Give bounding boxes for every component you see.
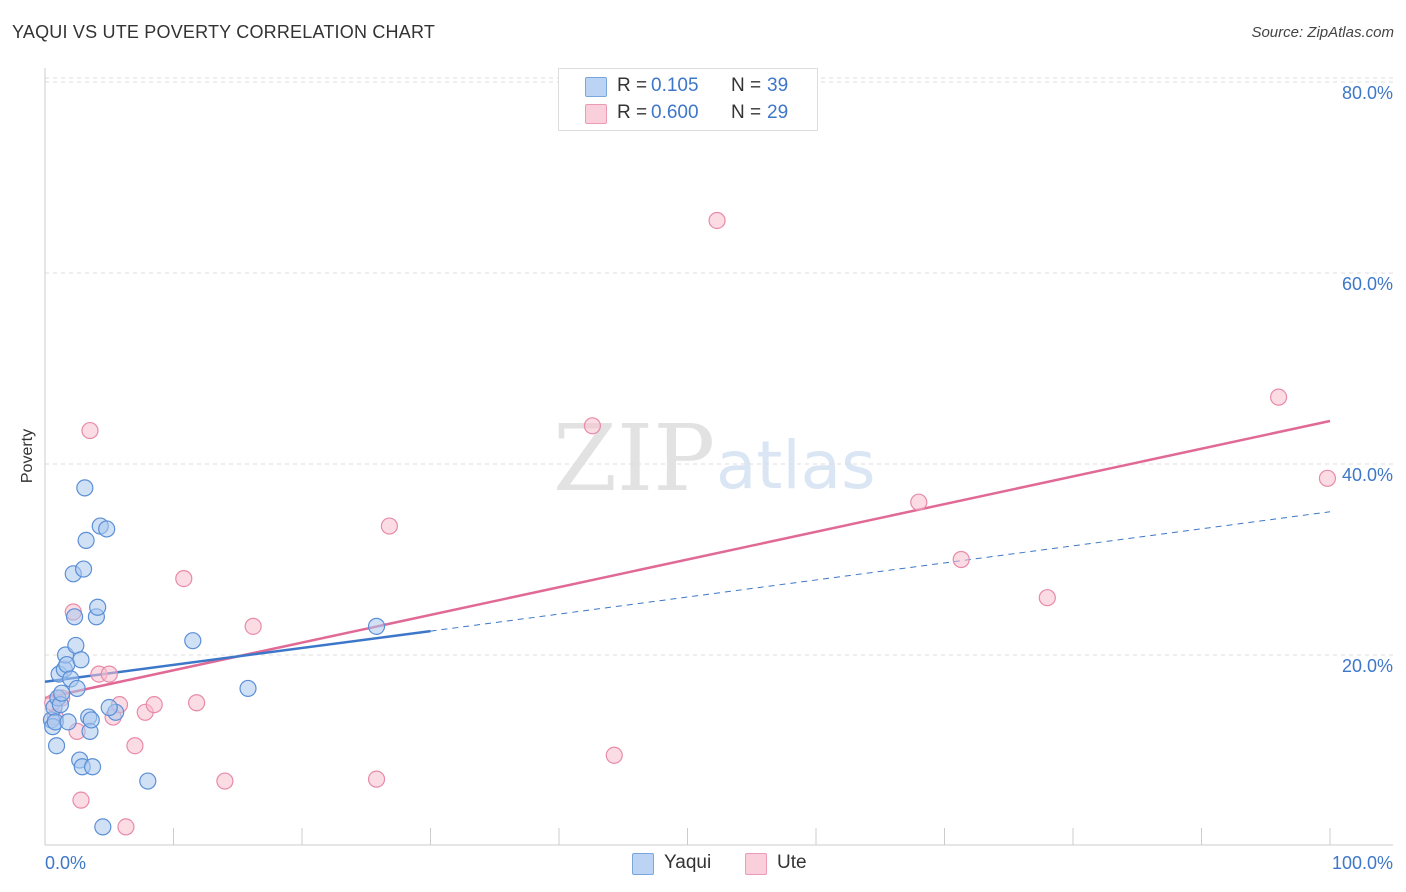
yaqui-n-value: 39 (767, 75, 789, 96)
ute-point (244, 617, 262, 635)
ute-point (367, 770, 386, 788)
yaqui-point (72, 651, 90, 669)
ute-point (1269, 388, 1288, 406)
ute-point (910, 493, 928, 511)
source-label: Source: ZipAtlas.com (1251, 24, 1394, 41)
yaqui-legend-swatch (632, 853, 654, 875)
watermark-atlas: atlas (716, 427, 876, 504)
ute-trend-line (44, 419, 1331, 700)
ute-swatch (585, 104, 607, 124)
ute-point (380, 517, 398, 535)
yaqui-point (89, 598, 107, 616)
ute-point (72, 791, 90, 809)
ute-point (126, 737, 144, 755)
y-tick-label-20: 20.0% (1342, 656, 1393, 676)
yaqui-point (83, 758, 102, 776)
ute-point (605, 746, 623, 764)
ute-legend-label: Ute (777, 852, 807, 873)
ute-r-value: 0.600 (651, 102, 699, 123)
watermark-zip: ZIP (553, 405, 715, 512)
ute-point (583, 417, 602, 435)
ute-legend-swatch (745, 853, 767, 875)
ute-point (188, 694, 206, 712)
yaqui-point (94, 818, 112, 836)
yaqui-legend-label: Yaqui (664, 852, 712, 873)
y-tick-label-40: 40.0% (1342, 465, 1393, 485)
yaqui-trend-extension (430, 511, 1331, 632)
yaqui-point (77, 531, 95, 550)
ute-point (175, 569, 193, 588)
yaqui-point (67, 636, 85, 655)
yaqui-r-value: 0.105 (651, 75, 699, 96)
yaqui-n-label: N = (731, 75, 762, 96)
yaqui-swatch (585, 77, 607, 97)
yaqui-point (82, 711, 100, 729)
x-tick-label-start: 0.0% (45, 853, 86, 873)
yaqui-point (76, 479, 94, 497)
yaqui-point (239, 679, 257, 698)
x-tick-label-end: 100.0% (1332, 853, 1393, 873)
ute-point (952, 550, 970, 569)
yaqui-point (47, 737, 66, 755)
ute-point (117, 818, 135, 836)
yaqui-r-label: R = (617, 75, 648, 96)
ute-point (708, 211, 726, 230)
ute-point (145, 696, 163, 714)
ute-n-label: N = (731, 102, 762, 123)
ute-n-value: 29 (767, 102, 789, 123)
ute-point (100, 665, 118, 683)
yaqui-point (68, 679, 86, 698)
yaqui-point (74, 560, 93, 578)
y-tick-label-60: 60.0% (1342, 274, 1393, 294)
yaqui-point (367, 617, 386, 635)
y-tick-label-80: 80.0% (1342, 83, 1393, 103)
chart-title: YAQUI VS UTE POVERTY CORRELATION CHART (12, 22, 436, 42)
ute-point (1318, 469, 1337, 487)
ute-point (1038, 589, 1056, 607)
stats-legend: R = 0.105 N = 39 R = 0.600 N = 29 (558, 68, 818, 131)
yaqui-point (139, 772, 157, 790)
ute-point (216, 772, 234, 790)
yaqui-point (53, 684, 71, 702)
yaqui-point (184, 632, 202, 650)
yaqui-point (59, 713, 77, 731)
ute-r-label: R = (617, 102, 648, 123)
yaqui-point (98, 520, 116, 538)
yaqui-point (65, 608, 84, 626)
yaqui-point (100, 698, 118, 717)
ute-point (81, 421, 99, 440)
